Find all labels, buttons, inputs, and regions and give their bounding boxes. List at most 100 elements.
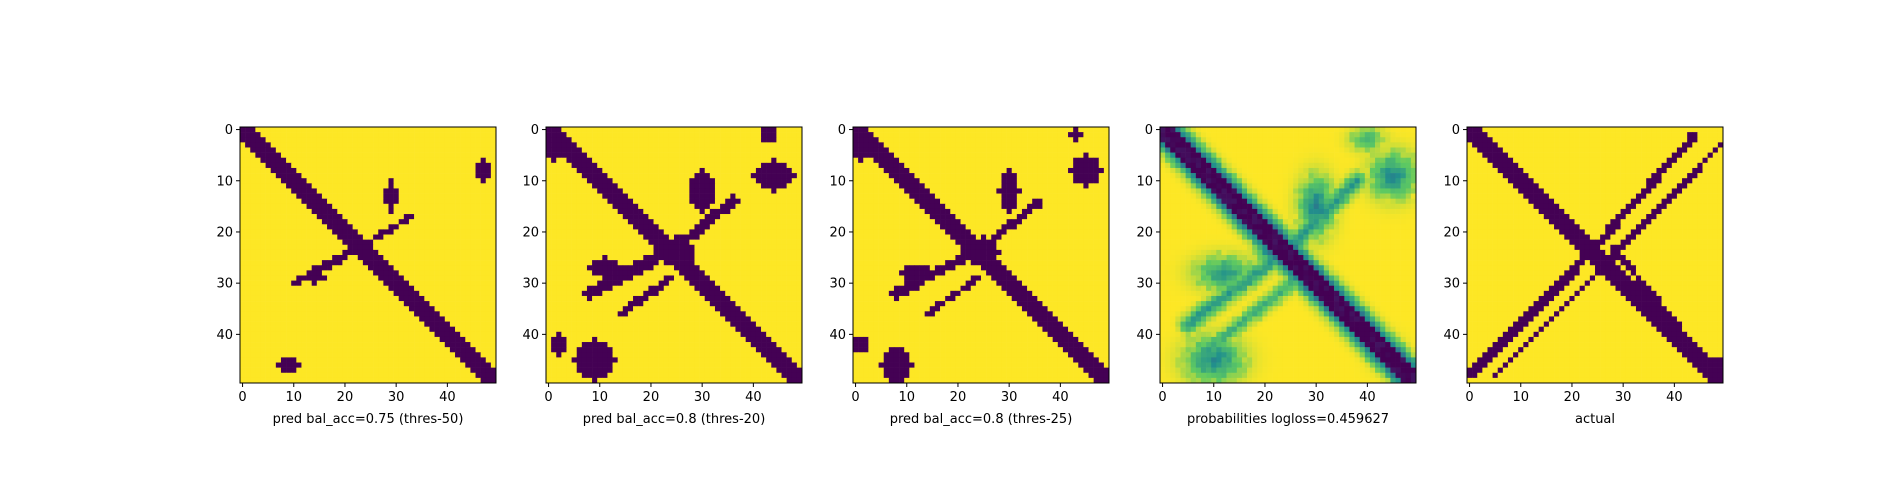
heatmap-cell bbox=[627, 178, 634, 184]
heatmap-cell bbox=[429, 203, 435, 210]
heatmap-cell bbox=[490, 167, 497, 174]
heatmap-cell bbox=[720, 260, 726, 266]
heatmap-cell bbox=[674, 183, 680, 189]
heatmap-cell bbox=[750, 142, 757, 148]
heatmap-cell bbox=[617, 301, 624, 307]
heatmap-cell bbox=[311, 270, 318, 276]
heatmap-cell bbox=[627, 357, 634, 363]
heatmap-cell bbox=[796, 157, 803, 164]
heatmap-cell bbox=[475, 203, 481, 210]
heatmap-cell bbox=[571, 306, 578, 312]
heatmap-cell bbox=[327, 157, 333, 164]
heatmap-cell bbox=[332, 142, 338, 148]
heatmap-cell bbox=[403, 147, 410, 153]
heatmap-cell bbox=[408, 331, 415, 338]
heatmap-cell bbox=[275, 265, 282, 271]
heatmap-cell bbox=[638, 357, 644, 363]
heatmap-cell bbox=[275, 347, 282, 353]
heatmap-cell bbox=[429, 285, 435, 292]
heatmap-cell bbox=[434, 316, 440, 322]
heatmap-cell bbox=[612, 301, 618, 307]
heatmap-cell bbox=[255, 214, 261, 220]
heatmap-cell bbox=[776, 352, 782, 358]
heatmap-cell bbox=[414, 336, 420, 343]
heatmap-cell bbox=[766, 244, 772, 251]
heatmap-cell bbox=[730, 178, 736, 184]
heatmap-cell bbox=[592, 285, 598, 292]
heatmap-cell bbox=[393, 357, 400, 363]
heatmap-cell bbox=[766, 352, 772, 358]
heatmap-cell bbox=[668, 167, 675, 174]
heatmap-cell bbox=[275, 270, 282, 276]
heatmap-cell bbox=[750, 229, 757, 235]
heatmap-cell bbox=[250, 306, 256, 312]
heatmap-cell bbox=[250, 321, 256, 327]
heatmap-cell bbox=[617, 326, 624, 333]
heatmap-cell bbox=[735, 362, 741, 368]
heatmap-cell bbox=[255, 357, 261, 363]
heatmap-cell bbox=[679, 127, 685, 133]
heatmap-cell bbox=[781, 162, 787, 169]
heatmap-cell bbox=[275, 301, 282, 307]
heatmap-cell bbox=[250, 188, 256, 194]
heatmap-cell bbox=[761, 244, 767, 251]
heatmap-cell bbox=[449, 208, 456, 215]
heatmap-cell bbox=[714, 239, 721, 246]
heatmap-cell bbox=[766, 239, 772, 246]
heatmap-cell bbox=[658, 249, 665, 256]
heatmap-cell bbox=[403, 367, 410, 374]
heatmap-cell bbox=[352, 137, 359, 143]
heatmap-cell bbox=[602, 342, 608, 348]
heatmap-cell bbox=[485, 352, 492, 358]
heatmap-cell bbox=[429, 162, 435, 169]
heatmap-cell bbox=[429, 255, 435, 261]
heatmap-cell bbox=[357, 377, 364, 384]
heatmap-cell bbox=[245, 142, 251, 148]
heatmap-cell bbox=[398, 132, 405, 138]
heatmap-cell bbox=[250, 214, 256, 220]
heatmap-cell bbox=[761, 219, 767, 225]
heatmap-cell bbox=[311, 162, 318, 169]
heatmap-cell bbox=[240, 301, 246, 307]
heatmap-cell bbox=[576, 301, 583, 307]
heatmap-cell bbox=[296, 244, 302, 251]
heatmap-cell bbox=[291, 275, 297, 281]
heatmap-cell bbox=[556, 234, 562, 240]
heatmap-cell bbox=[260, 336, 266, 343]
heatmap-cell bbox=[398, 152, 405, 159]
heatmap-cell bbox=[627, 362, 634, 368]
heatmap-cell bbox=[602, 142, 608, 148]
heatmap-cell bbox=[398, 137, 405, 143]
heatmap-cell bbox=[612, 193, 618, 199]
heatmap-cell bbox=[612, 285, 618, 292]
heatmap-cell bbox=[761, 270, 767, 276]
heatmap-cell bbox=[714, 336, 721, 343]
heatmap-cell bbox=[653, 280, 659, 287]
heatmap-cell bbox=[546, 142, 552, 148]
heatmap-cell bbox=[735, 234, 741, 240]
heatmap-cell bbox=[643, 285, 649, 292]
heatmap-cell bbox=[597, 224, 603, 230]
heatmap-cell bbox=[796, 127, 803, 133]
heatmap-cell bbox=[791, 331, 798, 338]
heatmap-cell bbox=[306, 290, 312, 297]
heatmap-cell bbox=[475, 234, 481, 240]
heatmap-cell bbox=[576, 275, 583, 281]
heatmap-cell bbox=[311, 290, 318, 297]
heatmap-cell bbox=[347, 367, 353, 374]
heatmap-cell bbox=[240, 157, 246, 164]
heatmap-cell bbox=[398, 203, 405, 210]
heatmap-cell bbox=[250, 167, 256, 174]
heatmap-cell bbox=[306, 147, 312, 153]
heatmap-cell bbox=[597, 183, 603, 189]
heatmap-cell bbox=[633, 249, 639, 256]
heatmap-cell bbox=[311, 362, 318, 368]
heatmap-cell bbox=[602, 377, 608, 384]
heatmap-cell bbox=[347, 157, 353, 164]
heatmap-cell bbox=[393, 295, 400, 302]
heatmap-cell bbox=[714, 178, 721, 184]
heatmap-cell bbox=[347, 142, 353, 148]
heatmap-cell bbox=[679, 178, 685, 184]
heatmap-cell bbox=[592, 173, 598, 179]
heatmap-cell bbox=[663, 249, 670, 256]
